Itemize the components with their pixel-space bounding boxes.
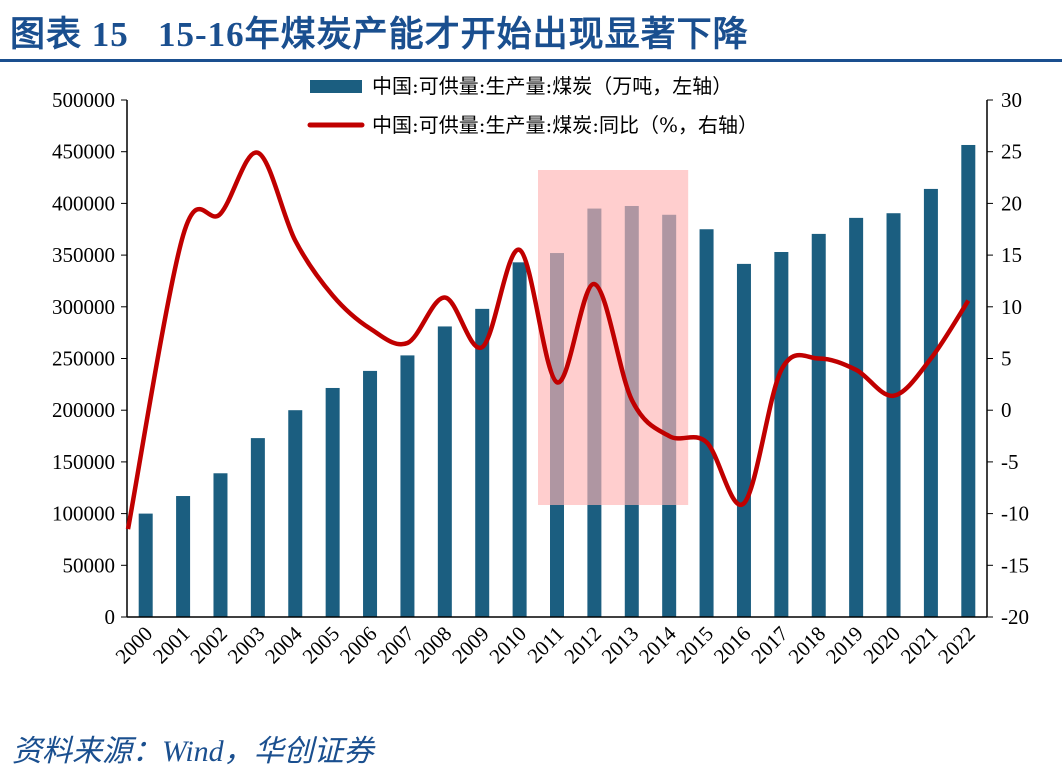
x-tick-label: 2011 [522, 622, 568, 668]
bar-2020 [886, 213, 901, 617]
left-tick-label: 50000 [63, 553, 116, 577]
left-tick-label: 400000 [52, 191, 115, 215]
left-tick-label: 500000 [52, 88, 115, 112]
yoy-line [125, 150, 971, 530]
left-tick-label: 100000 [52, 502, 115, 526]
left-tick-label: 350000 [52, 243, 115, 267]
bar-2007 [400, 355, 415, 617]
x-tick-label: 2012 [559, 622, 606, 669]
bar-2019 [849, 217, 864, 617]
bar-2004 [288, 410, 303, 617]
right-tick-label: 10 [1001, 295, 1022, 319]
legend-label-bar: 中国:可供量:生产量:煤炭（万吨，左轴） [372, 74, 732, 98]
left-tick-label: 450000 [52, 140, 115, 164]
bar-2021 [923, 188, 938, 617]
x-tick-label: 2002 [185, 622, 232, 669]
x-tick-label: 2003 [223, 622, 270, 669]
bar-2008 [437, 326, 452, 617]
bar-2022 [961, 144, 976, 617]
left-tick-label: 0 [105, 605, 116, 629]
right-tick-label: 15 [1001, 243, 1022, 267]
x-tick-label: 2004 [260, 621, 307, 668]
bar-2002 [213, 473, 228, 617]
bar-2018 [811, 233, 826, 617]
right-tick-label: -10 [1001, 502, 1029, 526]
right-tick-label: 5 [1001, 347, 1012, 371]
x-tick-label: 2019 [821, 622, 868, 669]
left-tick-label: 250000 [52, 347, 115, 371]
bar-2005 [325, 387, 340, 617]
x-tick-label: 2005 [298, 622, 345, 669]
x-tick-label: 2017 [746, 622, 793, 669]
bar-2001 [176, 496, 191, 617]
bar-2000 [138, 513, 153, 617]
x-tick-label: 2013 [597, 622, 644, 669]
right-tick-label: -5 [1001, 450, 1019, 474]
bar-2009 [475, 308, 490, 617]
legend-swatch-bar [310, 80, 362, 93]
x-tick-label: 2015 [671, 622, 718, 669]
right-tick-label: -15 [1001, 553, 1029, 577]
x-tick-label: 2018 [784, 622, 831, 669]
x-tick-label: 2020 [858, 622, 905, 669]
bar-2017 [774, 251, 789, 618]
source-note: 资料来源：Wind，华创证券 [12, 735, 374, 768]
bar-2006 [363, 370, 378, 617]
right-tick-label: -20 [1001, 605, 1029, 629]
bar-2015 [699, 229, 714, 617]
x-tick-label: 2000 [111, 622, 158, 669]
x-tick-label: 2021 [896, 622, 943, 669]
x-tick-label: 2016 [709, 622, 756, 669]
right-tick-label: 30 [1001, 88, 1022, 112]
right-tick-label: 20 [1001, 191, 1022, 215]
x-tick-label: 2010 [484, 622, 531, 669]
left-tick-label: 150000 [52, 450, 115, 474]
x-tick-label: 2006 [335, 622, 382, 669]
title-divider [0, 59, 1062, 62]
chart-title: 图表 15 15-16年煤炭产能才开始出现显著下降 [10, 15, 749, 54]
left-tick-label: 200000 [52, 398, 115, 422]
x-tick-label: 2022 [933, 622, 980, 669]
right-tick-label: 25 [1001, 140, 1022, 164]
bar-2003 [250, 438, 265, 617]
right-tick-label: 0 [1001, 398, 1012, 422]
x-tick-label: 2009 [447, 622, 494, 669]
x-tick-label: 2008 [410, 622, 457, 669]
left-tick-label: 300000 [52, 295, 115, 319]
x-tick-label: 2007 [372, 622, 419, 669]
bar-2016 [736, 263, 751, 617]
bar-2010 [512, 262, 527, 617]
x-tick-label: 2014 [634, 621, 681, 668]
legend-label-line: 中国:可供量:生产量:煤炭:同比（%，右轴） [372, 113, 758, 137]
x-tick-label: 2001 [148, 622, 195, 669]
